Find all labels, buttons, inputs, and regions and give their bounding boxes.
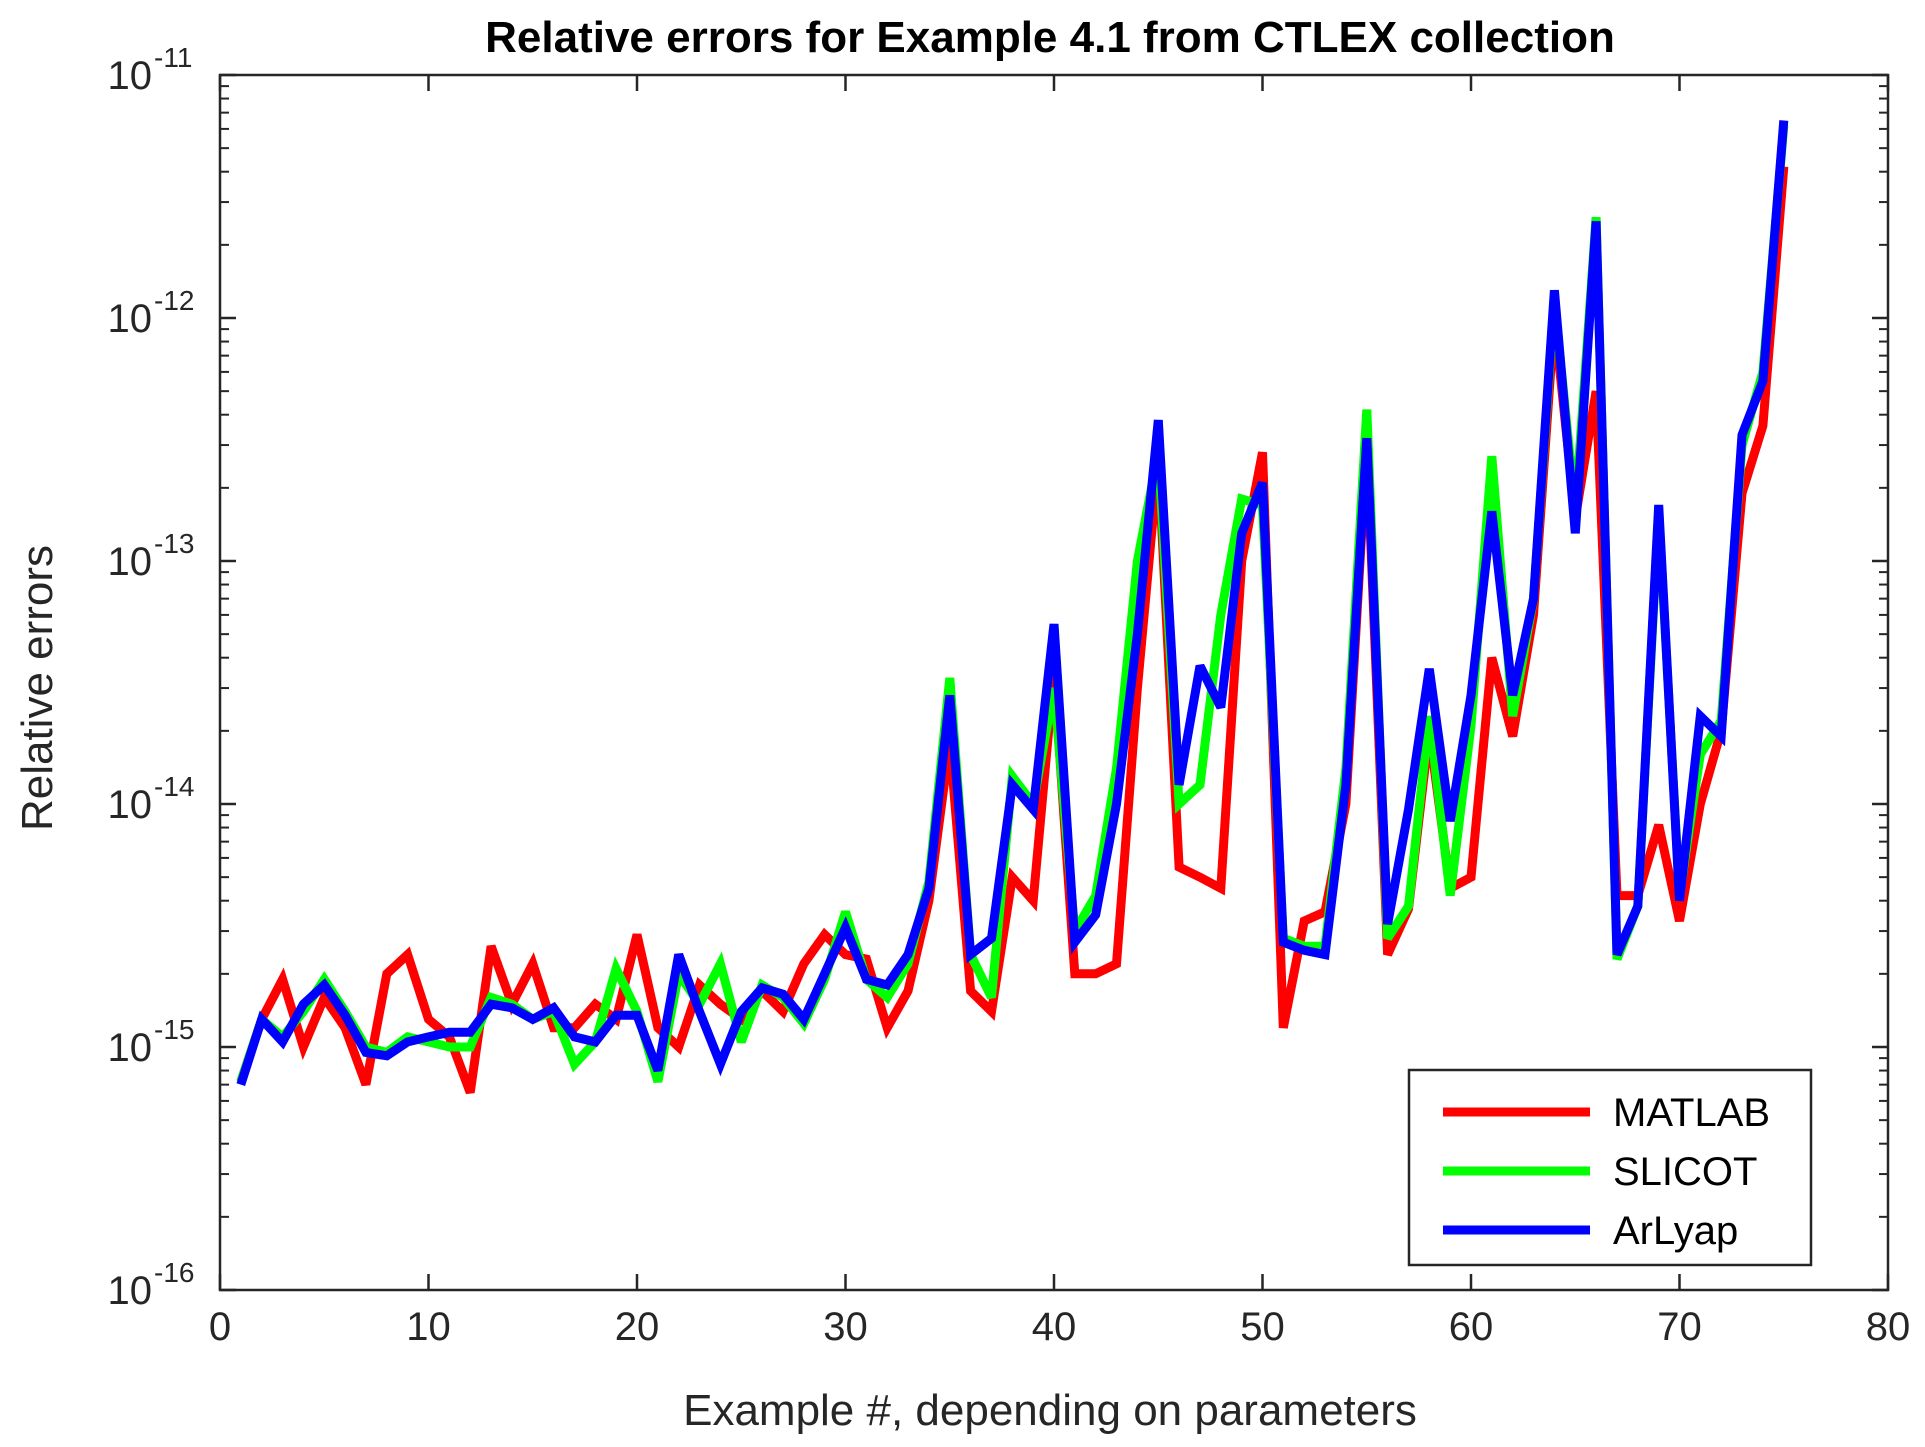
x-tick-label: 80: [1866, 1305, 1911, 1349]
y-tick-label-exponent: -11: [154, 42, 192, 73]
y-tick-label-exponent: -13: [154, 528, 194, 559]
y-tick-label-base: 10: [108, 54, 153, 98]
x-tick-label: 70: [1657, 1305, 1702, 1349]
x-axis: 0 10 20 30 40 50 60 70 80: [209, 75, 1910, 1349]
legend: MATLAB SLICOT ArLyap: [1407, 1068, 1813, 1267]
series-line-arlyap: [236, 120, 1789, 1086]
x-axis-label: Example #, depending on parameters: [683, 1386, 1417, 1435]
x-tick-label: 30: [823, 1305, 868, 1349]
y-tick-label-exponent: -14: [154, 771, 194, 802]
chart-title: Relative errors for Example 4.1 from CTL…: [485, 13, 1615, 62]
y-tick-label-base: 10: [108, 297, 153, 341]
plot-area: 0 10 20 30 40 50 60 70 80 10-1610-1510-1410-1310…: [108, 42, 1911, 1349]
legend-label-slicot: SLICOT: [1613, 1150, 1757, 1194]
y-tick-label-base: 10: [108, 540, 153, 584]
legend-label-matlab: MATLAB: [1613, 1091, 1770, 1135]
x-tick-label: 0: [209, 1305, 231, 1349]
series-lines: [236, 120, 1789, 1095]
x-tick-label: 10: [406, 1305, 451, 1349]
legend-label-arlyap: ArLyap: [1613, 1209, 1738, 1253]
y-tick-label-exponent: -12: [154, 285, 194, 316]
y-axis-label: Relative errors: [13, 545, 62, 831]
x-tick-label: 50: [1240, 1305, 1285, 1349]
y-tick-label-base: 10: [108, 1026, 153, 1070]
y-tick-label-exponent: -16: [154, 1257, 194, 1288]
y-tick-label-exponent: -15: [154, 1014, 194, 1045]
y-tick-label-base: 10: [108, 1269, 153, 1313]
x-tick-label: 20: [615, 1305, 660, 1349]
x-tick-label: 60: [1449, 1305, 1494, 1349]
x-tick-label: 40: [1032, 1305, 1077, 1349]
y-tick-label-base: 10: [108, 783, 153, 827]
